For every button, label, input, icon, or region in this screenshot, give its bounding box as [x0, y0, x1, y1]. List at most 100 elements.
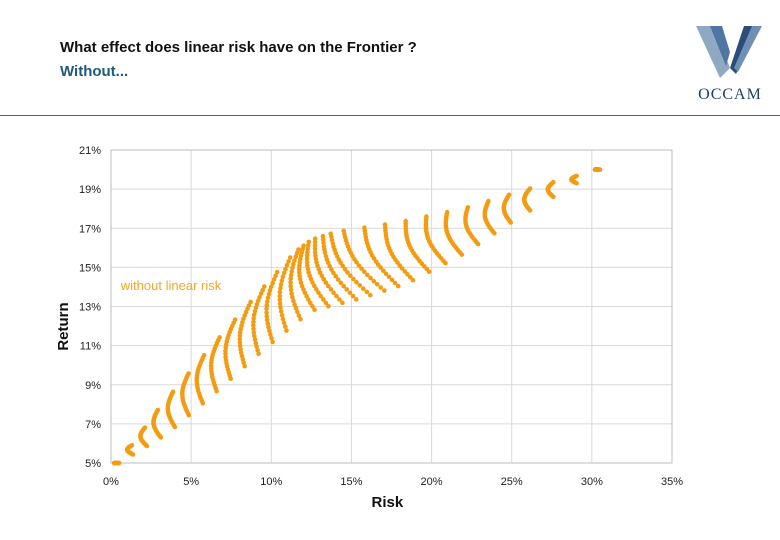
data-point	[252, 333, 257, 339]
data-point	[323, 280, 329, 285]
data-point	[289, 269, 295, 274]
data-point	[228, 376, 233, 381]
data-point	[279, 312, 285, 318]
axis-ticks: 0% 5% 10% 15% 20% 25% 30% 35%5%7%9%11%13%15%17%…	[79, 145, 683, 488]
data-point	[266, 291, 272, 297]
data-point	[312, 307, 317, 312]
data-point	[305, 263, 310, 268]
data-point	[344, 287, 350, 292]
data-point	[312, 239, 318, 245]
data-point	[297, 263, 302, 269]
data-point	[237, 343, 243, 349]
data-point	[459, 252, 465, 257]
x-axis-label: Risk	[372, 494, 404, 511]
data-point	[295, 309, 300, 315]
data-point	[354, 279, 359, 285]
data-point	[293, 254, 299, 260]
data-point	[304, 256, 310, 262]
data-point	[281, 320, 287, 326]
data-point	[270, 339, 275, 345]
x-tick-label: 25%	[501, 476, 523, 488]
data-point	[368, 292, 373, 298]
data-point	[318, 293, 324, 299]
data-point	[268, 332, 273, 337]
data-point	[256, 351, 261, 356]
data-point	[292, 302, 297, 307]
data-point	[347, 290, 353, 296]
data-point	[302, 290, 308, 296]
x-tick-label: 20%	[421, 476, 443, 488]
data-point	[253, 305, 259, 311]
data-point	[266, 324, 271, 330]
data-point	[320, 233, 326, 239]
data-point	[383, 271, 389, 277]
data-point	[255, 298, 261, 303]
data-point	[293, 305, 299, 311]
data-point	[237, 340, 243, 345]
data-point	[172, 424, 178, 430]
data-point	[304, 253, 310, 258]
data-point	[361, 286, 366, 291]
data-point	[158, 435, 164, 440]
data-point	[273, 273, 278, 278]
y-tick-label: 11%	[80, 341, 101, 353]
data-point	[280, 316, 286, 322]
data-point	[389, 277, 395, 283]
data-point	[308, 300, 313, 306]
data-point	[268, 284, 274, 290]
data-point	[291, 298, 296, 304]
data-point	[291, 261, 296, 267]
data-point	[305, 243, 311, 248]
data-point	[331, 270, 336, 276]
data-point	[508, 220, 513, 225]
data-point	[294, 250, 300, 256]
data-point	[407, 275, 413, 280]
data-point	[475, 241, 481, 247]
series-annotation: without linear risk	[120, 278, 222, 293]
data-point	[251, 326, 256, 332]
data-point	[426, 269, 432, 274]
data-point	[381, 268, 386, 273]
data-point	[297, 270, 302, 275]
data-point	[292, 258, 297, 263]
y-tick-label: 19%	[79, 184, 101, 196]
x-tick-label: 35%	[661, 476, 683, 488]
data-point	[238, 326, 243, 332]
x-tick-label: 30%	[581, 476, 603, 488]
data-point	[405, 272, 410, 277]
scatter-chart: 0% 5% 10% 15% 20% 25% 30% 35%5%7%9%11%13%15%17%…	[55, 145, 683, 511]
data-point	[116, 460, 122, 466]
data-point	[251, 323, 256, 328]
data-point	[323, 300, 329, 306]
data-point	[289, 291, 294, 296]
data-point	[262, 284, 267, 289]
data-point	[296, 247, 301, 252]
data-point	[251, 319, 256, 325]
data-point	[267, 288, 273, 293]
data-point	[297, 260, 303, 265]
data-point	[253, 340, 259, 346]
data-point	[313, 253, 318, 258]
y-tick-label: 7%	[85, 419, 101, 431]
data-point	[340, 263, 346, 269]
data-point	[296, 266, 302, 272]
y-tick-label: 5%	[85, 458, 101, 470]
data-point	[338, 280, 344, 286]
data-point	[283, 266, 288, 272]
data-point	[288, 280, 293, 285]
data-point	[378, 265, 383, 270]
logo-text: OCCAM	[698, 86, 762, 103]
data-point	[290, 294, 295, 300]
data-point	[382, 288, 387, 293]
y-tick-label: 21%	[79, 145, 101, 157]
data-point	[290, 265, 295, 271]
data-point	[312, 246, 318, 252]
data-point	[252, 309, 258, 314]
data-point	[314, 287, 319, 292]
data-point	[298, 316, 303, 322]
data-point	[242, 363, 247, 369]
data-point	[354, 297, 359, 302]
x-tick-label: 5%	[183, 476, 199, 488]
data-point	[312, 283, 317, 289]
data-point	[312, 236, 318, 241]
